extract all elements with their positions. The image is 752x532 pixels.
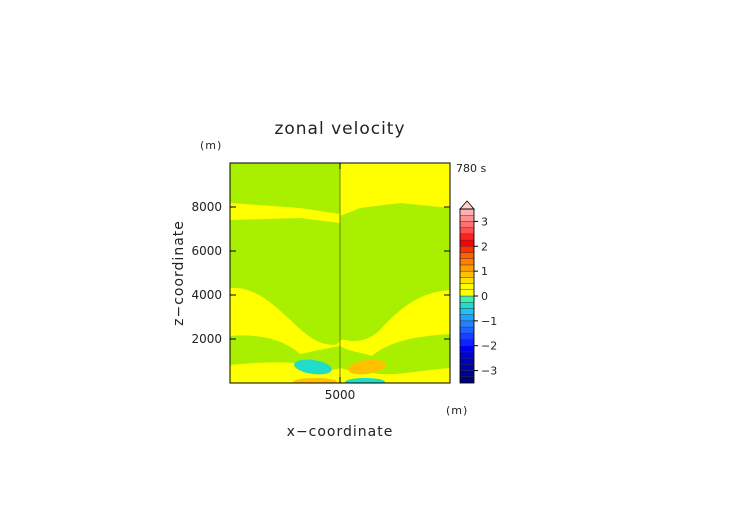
negative-core-bottom-right (345, 378, 385, 383)
colorbar-segment (459, 364, 475, 371)
positive-band-central (230, 287, 450, 356)
positive-core-right (348, 359, 386, 375)
colorbar-segment (459, 376, 475, 384)
plot-area (230, 163, 450, 383)
colorbar-segment (459, 221, 475, 228)
colorbar-segment (459, 308, 475, 315)
colorbar-tick-label: −1 (481, 315, 497, 328)
colorbar-segment (459, 208, 475, 216)
colorbar-segment (459, 333, 475, 340)
positive-band-right-upper (340, 163, 450, 216)
chart-title: zonal velocity (274, 119, 405, 139)
colorbar-segment (459, 370, 475, 377)
colorbar-tick-label: −3 (481, 365, 497, 378)
positive-core-bottom-left (293, 378, 337, 383)
negative-core-left (294, 359, 332, 375)
x-tick-label: 5000 (325, 388, 356, 402)
colorbar-segment (459, 339, 475, 346)
colorbar-extend-cap (459, 200, 475, 210)
y-axis-label: z−coordinate (171, 220, 187, 326)
colorbar-tick-label: 3 (481, 215, 488, 228)
colorbar-segment (459, 351, 475, 359)
colorbar-segment (459, 227, 475, 235)
colorbar-segment (459, 239, 475, 247)
axes: 2000 4000 6000 8000 5000 (191, 163, 450, 402)
colorbar-segment (459, 277, 475, 284)
colorbar-segment (459, 314, 475, 322)
colorbar-segment (459, 289, 475, 297)
colorbar-tick-label: 1 (481, 265, 488, 278)
colorbar-segment (459, 258, 475, 266)
colorbar-segment (459, 264, 475, 272)
positive-band-left-upper (230, 203, 340, 223)
colorbar-segment (459, 345, 475, 353)
colorbar-segment (459, 320, 475, 328)
colorbar-segment (459, 233, 475, 241)
colorbar-segment (459, 215, 475, 222)
colorbar-segment (459, 357, 475, 365)
colorbar-tick-label: −2 (481, 340, 497, 353)
z-tick-label: 4000 (191, 288, 222, 302)
time-label: 780 s (456, 162, 486, 175)
x-axis-label: x−coordinate (287, 424, 394, 440)
colorbar-segment (459, 252, 475, 259)
z-unit-label: (m) (200, 139, 222, 152)
x-unit-label: (m) (446, 404, 468, 417)
colorbar-tick-label: 0 (481, 290, 488, 303)
colorbar: −3 −2 −1 0 1 2 3 (459, 200, 497, 384)
z-tick-label: 6000 (191, 244, 222, 258)
colorbar-segment (459, 283, 475, 290)
z-tick-label: 8000 (191, 200, 222, 214)
colorbar-tick-label: 2 (481, 240, 488, 253)
colorbar-segment (459, 270, 475, 278)
colorbar-segment (459, 246, 475, 253)
colorbar-segment (459, 326, 475, 334)
colorbar-segment (459, 302, 475, 309)
colorbar-segment (459, 295, 475, 303)
z-tick-label: 2000 (191, 332, 222, 346)
